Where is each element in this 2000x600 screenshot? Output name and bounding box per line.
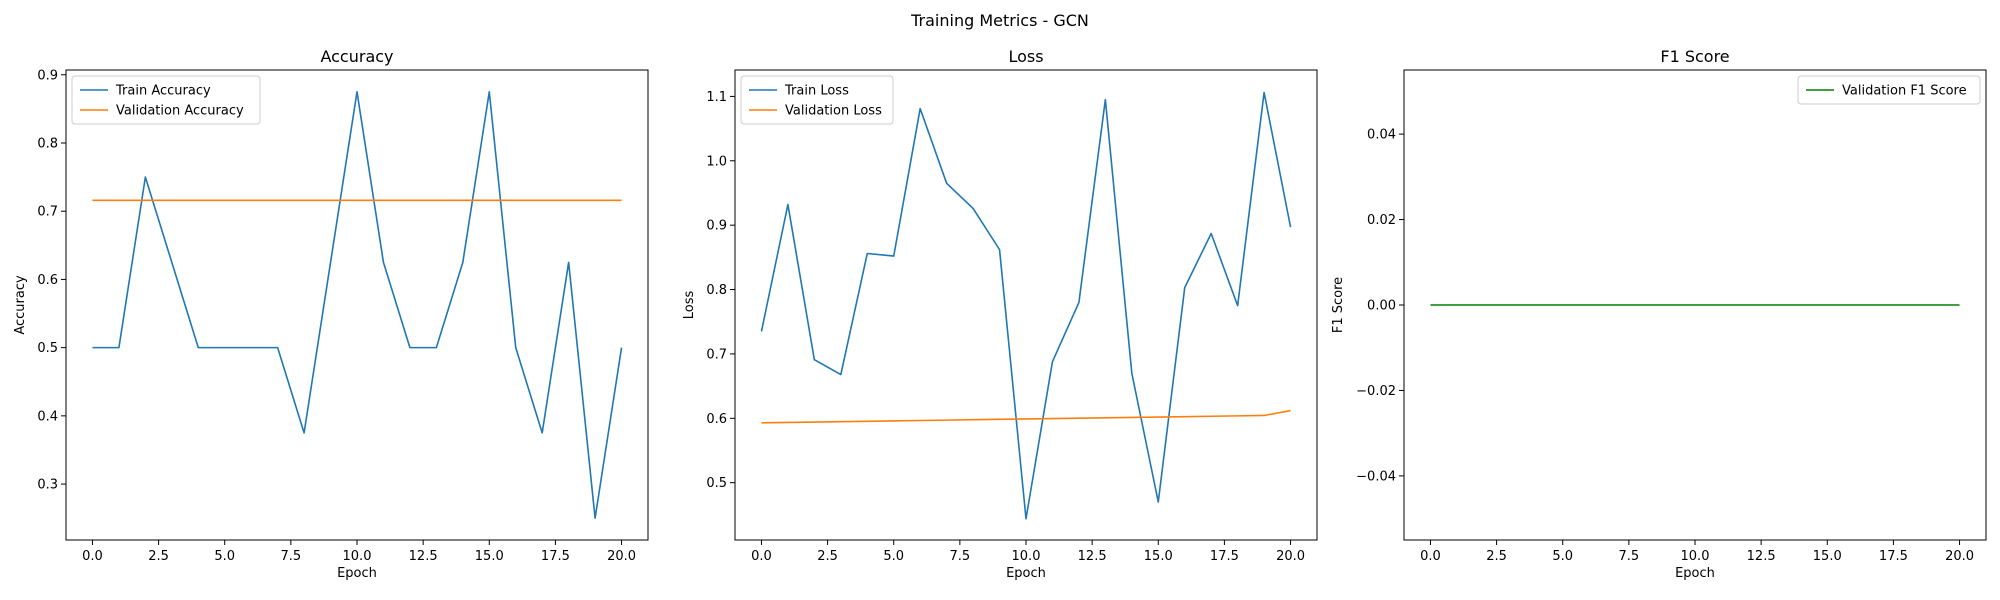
f1-score-x-axis-label: Epoch: [1675, 566, 1715, 581]
loss-x-tick-label: 0.0: [751, 549, 772, 564]
f1-score-chart: F1 Score 0.0 2.5 5.0 7.5 10.0 12.5 15.0 17.5 20.0…: [1331, 47, 1987, 581]
loss-legend: Train Loss Validation Loss: [740, 75, 894, 125]
legend-label: Validation Accuracy: [116, 104, 244, 119]
loss-x-tick-label: 20.0: [1276, 549, 1305, 564]
accuracy-legend: Train Accuracy Validation Accuracy: [71, 75, 261, 125]
f1-score-x-tick-label: 12.5: [1747, 549, 1776, 564]
f1-score-x-tick-label: 20.0: [1945, 549, 1974, 564]
loss-axes-frame: [734, 69, 1318, 541]
f1-score-x-tick-label: 17.5: [1879, 549, 1908, 564]
f1-score-title: F1 Score: [1660, 47, 1729, 66]
loss-x-tick-label: 5.0: [883, 549, 904, 564]
figure-suptitle: Training Metrics - GCN: [910, 11, 1089, 30]
accuracy-x-tick-label: 20.0: [607, 549, 636, 564]
loss-x-tick-label: 10.0: [1012, 549, 1041, 564]
chart-panels: Accuracy 0.0 2.5 5.0 7.5 10.0 12.5 15.0 17.5 20.0…: [13, 47, 1987, 581]
legend-label: Validation F1 Score: [1842, 84, 1967, 99]
f1-score-x-tick-label: 0.0: [1420, 549, 1441, 564]
accuracy-x-tick-label: 15.0: [475, 549, 504, 564]
accuracy-chart: Accuracy 0.0 2.5 5.0 7.5 10.0 12.5 15.0 17.5 20.0…: [13, 47, 649, 581]
loss-title: Loss: [1008, 47, 1043, 66]
f1-score-x-tick-label: 5.0: [1552, 549, 1573, 564]
loss-y-tick-label: 0.8: [706, 283, 727, 298]
f1-score-x-tick-label: 2.5: [1486, 549, 1507, 564]
f1-score-y-tick-label: 0.02: [1367, 213, 1396, 228]
loss-x-tick-label: 15.0: [1144, 549, 1173, 564]
loss-y-tick-label: 1.0: [706, 154, 727, 169]
accuracy-y-tick-label: 0.4: [37, 409, 58, 424]
loss-x-tick-label: 7.5: [950, 549, 971, 564]
loss-y-tick-label: 1.1: [706, 90, 727, 105]
loss-x-tick-label: 2.5: [817, 549, 838, 564]
accuracy-x-tick-label: 10.0: [343, 549, 372, 564]
accuracy-y-tick-label: 0.8: [37, 136, 58, 151]
accuracy-y-tick-label: 0.7: [37, 205, 58, 220]
f1-score-x-tick-label: 7.5: [1619, 549, 1640, 564]
f1-score-legend: Validation F1 Score: [1797, 75, 1981, 105]
loss-y-tick-label: 0.9: [706, 219, 727, 234]
accuracy-x-axis-label: Epoch: [337, 566, 377, 581]
accuracy-axes-frame: [65, 69, 649, 541]
accuracy-x-tick-label: 5.0: [214, 549, 235, 564]
accuracy-x-tick-label: 12.5: [409, 549, 438, 564]
train-accuracy-line: [92, 91, 623, 519]
accuracy-x-tick-label: 0.0: [82, 549, 103, 564]
f1-score-axes-frame: [1403, 69, 1987, 541]
accuracy-y-tick-label: 0.9: [37, 68, 58, 83]
accuracy-x-tick-label: 2.5: [148, 549, 169, 564]
loss-x-tick-label: 17.5: [1210, 549, 1239, 564]
loss-x-tick-label: 12.5: [1078, 549, 1107, 564]
accuracy-x-tick-label: 17.5: [541, 549, 570, 564]
f1-score-x-tick-label: 15.0: [1813, 549, 1842, 564]
loss-x-axis-label: Epoch: [1006, 566, 1046, 581]
f1-score-x-tick-label: 10.0: [1681, 549, 1710, 564]
loss-y-tick-label: 0.6: [706, 412, 727, 427]
f1-score-y-tick-label: −0.04: [1356, 469, 1396, 484]
accuracy-x-tick-label: 7.5: [281, 549, 302, 564]
legend-label: Train Loss: [784, 84, 849, 99]
accuracy-y-axis-label: Accuracy: [13, 275, 28, 335]
legend-box: [71, 75, 261, 125]
loss-y-tick-label: 0.7: [706, 347, 727, 362]
accuracy-y-tick-label: 0.3: [37, 478, 58, 493]
f1-score-y-tick-label: 0.04: [1367, 128, 1396, 143]
legend-box: [740, 75, 894, 125]
legend-label: Train Accuracy: [115, 84, 211, 99]
accuracy-y-tick-label: 0.6: [37, 273, 58, 288]
f1-score-y-tick-label: 0.00: [1367, 299, 1396, 314]
accuracy-title: Accuracy: [320, 47, 393, 66]
loss-y-axis-label: Loss: [682, 291, 697, 320]
legend-label: Validation Loss: [785, 104, 882, 119]
legend-box: [1797, 75, 1981, 105]
f1-score-y-axis-label: F1 Score: [1331, 277, 1346, 333]
loss-chart: Loss 0.0 2.5 5.0 7.5 10.0 12.5 15.0 17.5 20.0 0.5 0…: [682, 47, 1318, 581]
accuracy-y-tick-label: 0.5: [37, 341, 58, 356]
train-loss-line: [760, 91, 1292, 520]
loss-y-tick-label: 0.5: [706, 476, 727, 491]
f1-score-y-tick-label: −0.02: [1356, 384, 1396, 399]
validation-loss-line: [761, 409, 1291, 424]
